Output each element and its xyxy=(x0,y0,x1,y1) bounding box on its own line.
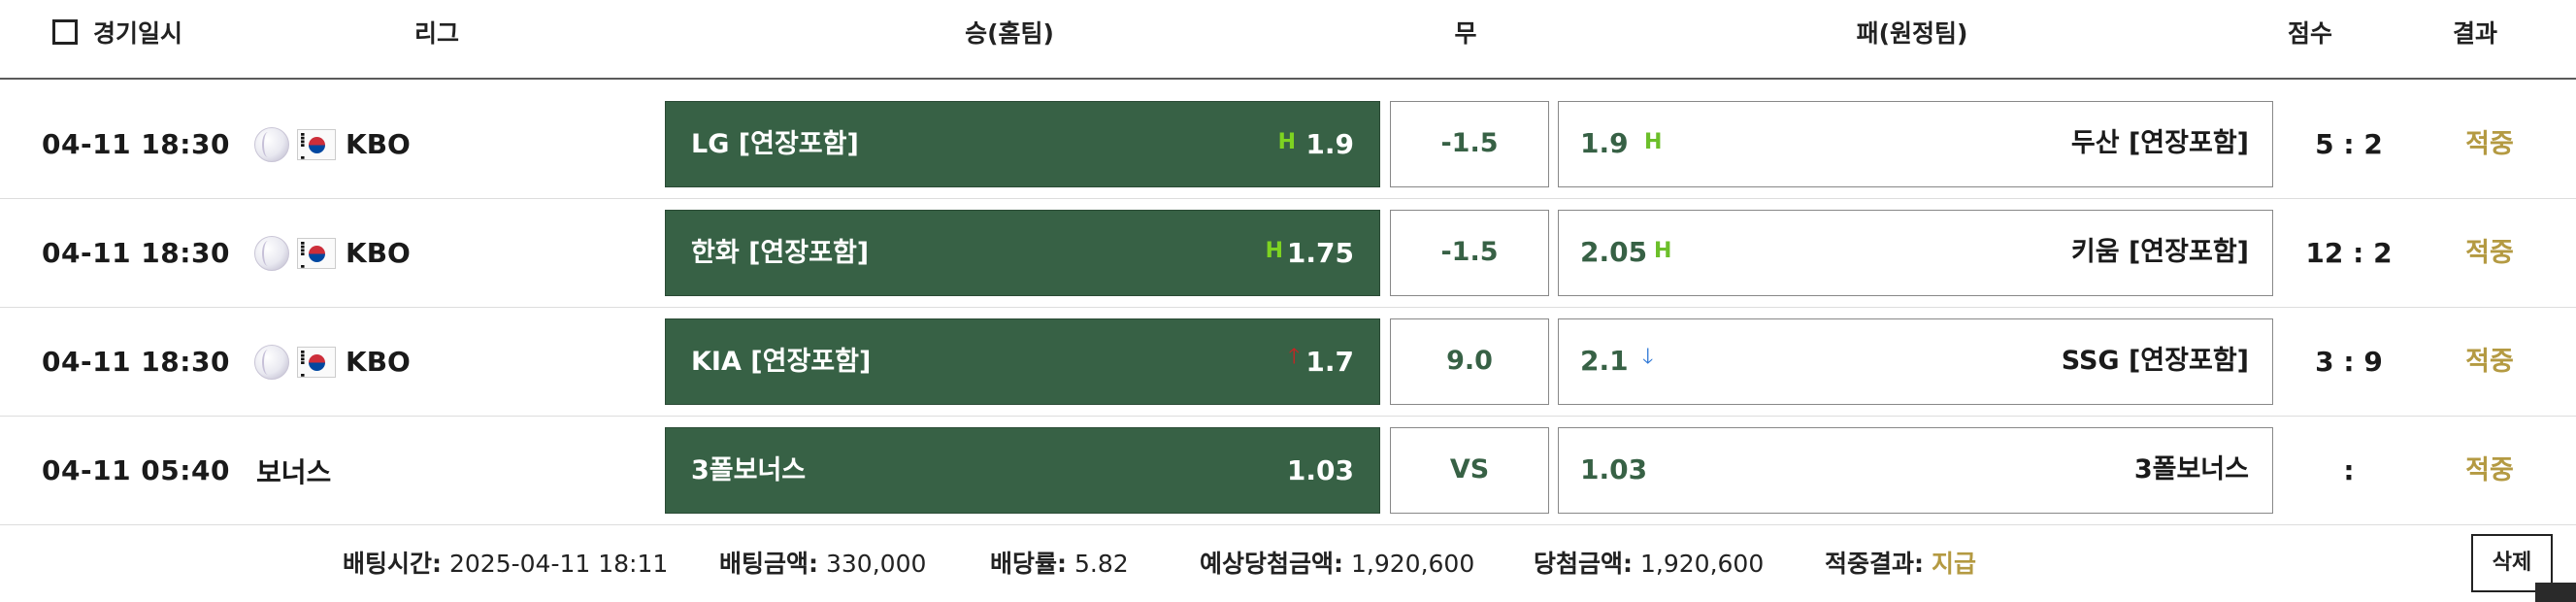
draw-bet-box[interactable]: VS xyxy=(1390,427,1549,514)
league-name: KBO xyxy=(346,346,411,378)
h-marker-icon: H xyxy=(1654,239,1672,263)
draw-bet-box[interactable]: -1.5 xyxy=(1390,210,1549,296)
away-bet-box[interactable]: 2.05 H 키움 [연장포함] xyxy=(1558,210,2273,296)
away-team-name: SSG [연장포함] xyxy=(2061,346,2249,376)
league-cell: KBO xyxy=(254,199,411,307)
match-date: 04-11 18:30 xyxy=(42,128,230,160)
hit-label: 적중결과: xyxy=(1825,550,1924,578)
table-header: 경기일시 리그 승(홈팀) 무 패(원정팀) 점수 결과 xyxy=(0,0,2576,80)
h-marker-icon: H xyxy=(1277,130,1296,154)
header-draw: 무 xyxy=(1454,19,1477,48)
summary-bet-time: 배팅시간: 2025-04-11 18:11 xyxy=(343,532,668,596)
match-date: 04-11 18:30 xyxy=(42,346,230,378)
result-badge: 적중 xyxy=(2465,347,2514,377)
home-bet-box[interactable]: KIA [연장포함] 🡑 1.7 xyxy=(665,318,1380,405)
table-row: 04-11 18:30 KBO LG [연장포함] H 1.9 -1.5 1.9… xyxy=(0,90,2576,199)
summary-expected: 예상당첨금액: 1,920,600 xyxy=(1200,532,1474,596)
home-bet-box[interactable]: LG [연장포함] H 1.9 xyxy=(665,101,1380,187)
match-date: 04-11 18:30 xyxy=(42,237,230,269)
home-odds: 1.75 xyxy=(1286,237,1354,269)
away-odds: 2.1 xyxy=(1580,345,1629,377)
header-league: 리그 xyxy=(413,19,459,48)
away-odds: 2.05 xyxy=(1580,236,1648,268)
away-bet-box[interactable]: 1.03 3폴보너스 xyxy=(1558,427,2273,514)
home-bet-box[interactable]: 3폴보너스 1.03 xyxy=(665,427,1380,514)
win-label: 당첨금액: xyxy=(1534,550,1633,578)
home-odds: 1.03 xyxy=(1286,454,1354,486)
match-score: 3 : 9 xyxy=(2315,346,2383,378)
bet-time-value: 2025-04-11 18:11 xyxy=(449,550,669,578)
header-date: 경기일시 xyxy=(93,19,183,48)
result-badge: 적중 xyxy=(2465,238,2514,268)
korea-flag-icon xyxy=(297,237,336,269)
odds-label: 배당률: xyxy=(990,550,1067,578)
away-bet-box[interactable]: 2.1 🡓 SSG [연장포함] xyxy=(1558,318,2273,405)
korea-flag-icon xyxy=(297,128,336,160)
summary-win: 당첨금액: 1,920,600 xyxy=(1534,532,1764,596)
win-value: 1,920,600 xyxy=(1640,550,1765,578)
odds-value: 5.82 xyxy=(1074,550,1129,578)
table-row: 04-11 18:30 KBO 한화 [연장포함] H 1.75 -1.5 2.… xyxy=(0,199,2576,308)
league-name: KBO xyxy=(346,237,411,269)
korea-flag-icon xyxy=(297,346,336,378)
result-badge: 적중 xyxy=(2465,455,2514,485)
away-team-name: 두산 [연장포함] xyxy=(2070,128,2249,158)
match-score: 12 : 2 xyxy=(2305,237,2393,269)
down-arrow-icon: 🡓 xyxy=(1642,345,1654,369)
home-odds: 1.9 xyxy=(1305,128,1354,160)
h-marker-icon: H xyxy=(1644,130,1663,154)
home-odds: 1.7 xyxy=(1305,346,1354,378)
baseball-icon xyxy=(254,344,289,380)
up-arrow-icon: 🡑 xyxy=(1288,345,1300,369)
away-team-name: 키움 [연장포함] xyxy=(2070,237,2249,267)
result-badge: 적중 xyxy=(2465,129,2514,159)
away-team-name: 3폴보너스 xyxy=(2133,454,2249,485)
table-row: 04-11 05:40 보너스 3폴보너스 1.03 VS 1.03 3폴보너스… xyxy=(0,417,2576,525)
away-odds: 1.03 xyxy=(1580,453,1648,485)
away-odds: 1.9 xyxy=(1580,127,1629,159)
league-cell: KBO xyxy=(254,90,411,198)
baseball-icon xyxy=(254,126,289,162)
delete-button[interactable]: 삭제 xyxy=(2471,534,2553,592)
home-team-name: 한화 [연장포함] xyxy=(691,238,870,268)
header-score: 점수 xyxy=(2287,19,2332,48)
draw-bet-box[interactable]: -1.5 xyxy=(1390,101,1549,187)
home-team-name: LG [연장포함] xyxy=(691,129,859,159)
header-away: 패(원정팀) xyxy=(1856,19,1968,48)
home-team-name: 3폴보너스 xyxy=(691,455,807,485)
match-score: 5 : 2 xyxy=(2315,128,2383,160)
summary-bet-amount: 배팅금액: 330,000 xyxy=(719,532,926,596)
home-team-name: KIA [연장포함] xyxy=(691,347,872,377)
header-result: 결과 xyxy=(2452,19,2497,48)
away-bet-box[interactable]: 1.9 H 두산 [연장포함] xyxy=(1558,101,2273,187)
league-name: 보너스 xyxy=(256,455,332,488)
baseball-icon xyxy=(254,235,289,271)
h-marker-icon: H xyxy=(1265,239,1283,263)
match-date: 04-11 05:40 xyxy=(42,454,230,486)
bet-amount-label: 배팅금액: xyxy=(719,550,818,578)
expected-label: 예상당첨금액: xyxy=(1200,550,1343,578)
home-bet-box[interactable]: 한화 [연장포함] H 1.75 xyxy=(665,210,1380,296)
league-cell: KBO xyxy=(254,308,411,416)
expected-value: 1,920,600 xyxy=(1351,550,1475,578)
corner-handle xyxy=(2535,583,2576,602)
draw-bet-box[interactable]: 9.0 xyxy=(1390,318,1549,405)
summary-odds: 배당률: 5.82 xyxy=(990,532,1129,596)
bet-amount-value: 330,000 xyxy=(826,550,927,578)
table-row: 04-11 18:30 KBO KIA [연장포함] 🡑 1.7 9.0 2.1… xyxy=(0,308,2576,417)
league-cell: 보너스 xyxy=(254,417,331,524)
summary-hit: 적중결과: 지급 xyxy=(1825,532,1976,596)
match-score: : xyxy=(2343,454,2355,486)
select-all-checkbox[interactable] xyxy=(52,19,78,45)
header-home: 승(홈팀) xyxy=(965,19,1054,48)
bet-time-label: 배팅시간: xyxy=(343,550,442,578)
league-name: KBO xyxy=(346,128,411,160)
hit-value: 지급 xyxy=(1932,550,1977,578)
